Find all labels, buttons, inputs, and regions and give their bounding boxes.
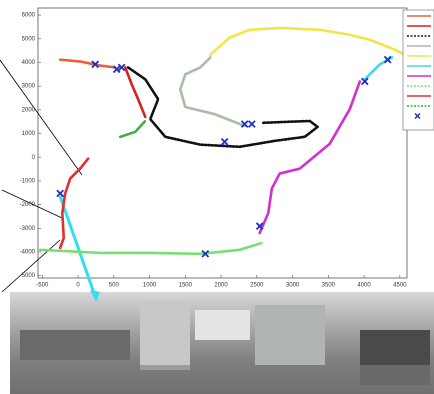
photo-wall bbox=[140, 300, 190, 370]
y-tick-label: 4000 bbox=[22, 60, 36, 66]
x-tick-label: 4000 bbox=[357, 283, 371, 289]
x-tick-label: 2000 bbox=[214, 283, 228, 289]
photo-window bbox=[195, 310, 250, 340]
chart: 6000500040003000200010000-1000-2000-3000… bbox=[0, 0, 434, 394]
legend-box bbox=[403, 10, 434, 130]
panorama bbox=[10, 292, 434, 394]
x-tick-label: 500 bbox=[109, 283, 120, 289]
y-tick-label: -4000 bbox=[20, 250, 36, 256]
x-tick-label: 1000 bbox=[143, 283, 157, 289]
y-tick-label: 0 bbox=[32, 155, 36, 161]
x-tick-label: 1500 bbox=[179, 283, 193, 289]
y-tick-label: -5000 bbox=[20, 273, 36, 279]
x-tick-label: 3000 bbox=[286, 283, 300, 289]
x-tick-label: 0 bbox=[76, 283, 80, 289]
x-tick-label: -500 bbox=[36, 283, 49, 289]
y-tick-label: 6000 bbox=[22, 13, 36, 19]
y-tick-label: -2000 bbox=[20, 202, 36, 208]
y-tick-label: 1000 bbox=[22, 131, 36, 137]
page: {"chart_data": { "type": "line", "xlim":… bbox=[0, 0, 434, 394]
photo-floor bbox=[10, 365, 434, 394]
y-tick-label: 3000 bbox=[22, 84, 36, 90]
x-tick-label: 3500 bbox=[322, 283, 336, 289]
y-tick-label: -1000 bbox=[20, 178, 36, 184]
y-tick-label: 5000 bbox=[22, 36, 36, 42]
photo-wall bbox=[255, 305, 325, 365]
photo-desks bbox=[20, 330, 130, 360]
y-tick-label: 2000 bbox=[22, 107, 36, 113]
x-tick-label: 4500 bbox=[393, 283, 407, 289]
y-tick-label: -3000 bbox=[20, 226, 36, 232]
x-tick-label: 2500 bbox=[250, 283, 264, 289]
